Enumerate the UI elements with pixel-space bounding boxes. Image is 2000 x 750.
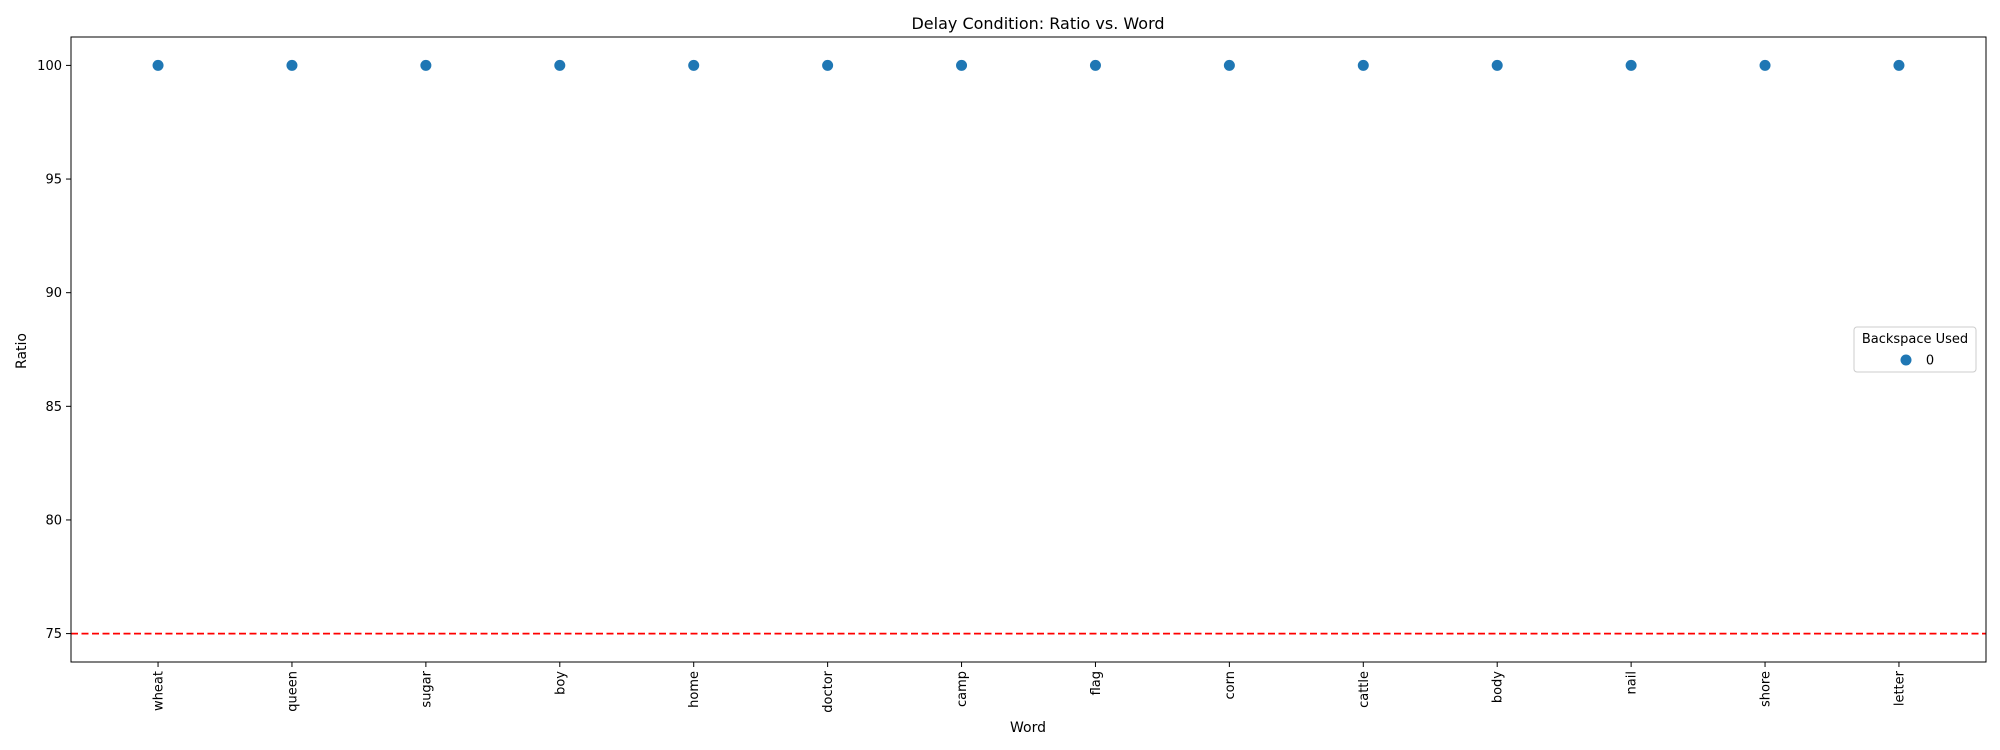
data-point (286, 59, 298, 71)
data-point (554, 59, 566, 71)
x-tick-label: flag (1089, 671, 1104, 695)
y-tick-label: 100 (37, 59, 62, 74)
legend: Backspace Used 0 (1853, 326, 1977, 373)
y-tick-label: 80 (45, 513, 62, 528)
y-tick-label: 85 (45, 400, 62, 415)
legend-title: Backspace Used (1862, 332, 1968, 347)
data-point (1759, 59, 1771, 71)
x-tick-label: cattle (1357, 671, 1372, 708)
plot-area: 75 80 85 90 95 100 wheat queen sugar boy home docto… (37, 36, 1987, 713)
data-point (1089, 59, 1101, 71)
x-tick-label: boy (553, 671, 568, 695)
x-tick-label: queen (285, 671, 300, 712)
data-point (1223, 59, 1235, 71)
data-point (420, 59, 432, 71)
legend-marker (1900, 354, 1912, 366)
x-tick-label: doctor (821, 670, 836, 712)
data-point (688, 59, 700, 71)
data-point (822, 59, 834, 71)
plot-frame (70, 36, 1987, 663)
x-tick-label: corn (1223, 671, 1238, 699)
y-tick-label: 90 (45, 286, 62, 301)
x-tick-label: nail (1625, 671, 1640, 694)
legend-entry-label: 0 (1926, 354, 1934, 369)
chart-title: Delay Condition: Ratio vs. Word (911, 14, 1164, 33)
y-tick-label: 75 (45, 627, 62, 642)
x-tick-label: camp (955, 671, 970, 707)
y-axis-label: Ratio (14, 333, 30, 369)
data-point (1357, 59, 1369, 71)
y-tick-label: 95 (45, 173, 62, 188)
data-point (1893, 59, 1905, 71)
data-point (1625, 59, 1637, 71)
data-point (1491, 59, 1503, 71)
legend-box (1853, 326, 1977, 373)
x-tick-label: wheat (152, 671, 167, 711)
x-tick-label: body (1491, 671, 1506, 703)
x-tick-label: letter (1892, 670, 1907, 706)
x-tick-label: shore (1759, 671, 1774, 707)
x-axis-label: Word (1010, 720, 1046, 736)
data-point (152, 59, 164, 71)
data-point (956, 59, 968, 71)
x-tick-label: sugar (419, 670, 434, 707)
x-tick-label: home (687, 671, 702, 708)
